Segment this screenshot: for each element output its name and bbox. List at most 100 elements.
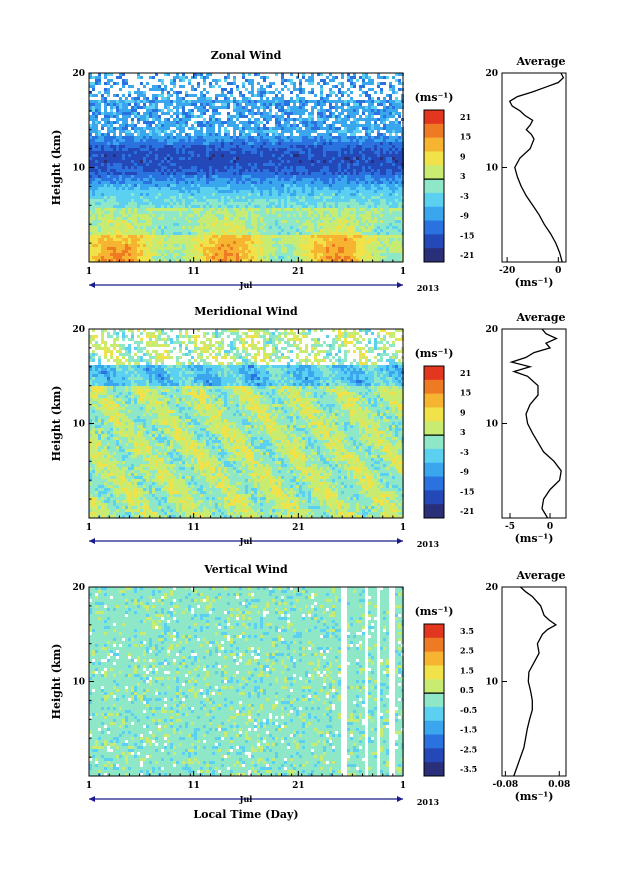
heatmap-cell <box>215 244 218 247</box>
heatmap-cell <box>149 208 152 211</box>
heatmap-cell <box>191 190 194 193</box>
heatmap-cell <box>188 244 191 247</box>
heatmap-cell <box>173 85 176 88</box>
heatmap-cell <box>314 253 317 256</box>
heatmap-cell <box>320 154 323 157</box>
heatmap-cell <box>155 100 158 103</box>
heatmap-cell <box>290 175 293 178</box>
heatmap-cell <box>89 190 92 193</box>
heatmap-cell <box>170 145 173 148</box>
heatmap-cell <box>293 202 296 205</box>
heatmap-cell <box>356 247 359 250</box>
heatmap-cell <box>308 133 311 136</box>
heatmap-cell <box>248 133 251 136</box>
heatmap-cell <box>272 100 275 103</box>
heatmap-cell <box>257 172 260 175</box>
heatmap-cell <box>137 202 140 205</box>
heatmap-cell <box>263 211 266 214</box>
heatmap-cell <box>113 136 116 139</box>
heatmap-cell <box>305 199 308 202</box>
heatmap-cell <box>263 91 266 94</box>
heatmap-cell <box>272 199 275 202</box>
heatmap-cell <box>122 100 125 103</box>
heatmap-cell <box>152 148 155 151</box>
heatmap-cell <box>260 169 263 172</box>
heatmap-cell <box>344 166 347 169</box>
heatmap-cell <box>263 241 266 244</box>
heatmap-cell <box>119 151 122 154</box>
heatmap-cell <box>299 121 302 124</box>
heatmap-cell <box>164 211 167 214</box>
heatmap-cell <box>263 217 266 220</box>
heatmap-cell <box>314 151 317 154</box>
heatmap-cell <box>164 130 167 133</box>
heatmap-cell <box>101 94 104 97</box>
heatmap-cell <box>110 85 113 88</box>
heatmap-cell <box>251 184 254 187</box>
heatmap-cell <box>92 190 95 193</box>
heatmap-cell <box>191 148 194 151</box>
heatmap-cell <box>269 229 272 232</box>
heatmap-cell <box>224 247 227 250</box>
heatmap-cell <box>305 241 308 244</box>
heatmap-cell <box>134 157 137 160</box>
heatmap-cell <box>197 133 200 136</box>
heatmap-cell <box>233 115 236 118</box>
heatmap-cell <box>167 166 170 169</box>
heatmap-cell <box>320 142 323 145</box>
heatmap-cell <box>188 241 191 244</box>
heatmap-cell <box>233 160 236 163</box>
heatmap-cell <box>293 100 296 103</box>
heatmap-cell <box>302 202 305 205</box>
heatmap-cell <box>275 202 278 205</box>
heatmap-cell <box>179 136 182 139</box>
heatmap-cell <box>287 232 290 235</box>
heatmap-cell <box>263 133 266 136</box>
heatmap-cell <box>128 130 131 133</box>
heatmap-cell <box>308 142 311 145</box>
heatmap-cell <box>173 130 176 133</box>
heatmap-cell <box>158 178 161 181</box>
heatmap-cell <box>332 160 335 163</box>
heatmap-cell <box>212 127 215 130</box>
heatmap-cell <box>236 115 239 118</box>
heatmap-cell <box>305 196 308 199</box>
heatmap-cell <box>299 256 302 259</box>
heatmap-cell <box>152 145 155 148</box>
heatmap-cell <box>215 205 218 208</box>
heatmap-cell <box>251 103 254 106</box>
heatmap-cell <box>281 229 284 232</box>
heatmap-cell <box>209 172 212 175</box>
heatmap-cell <box>296 163 299 166</box>
heatmap-cell <box>107 250 110 253</box>
heatmap-cell <box>251 79 254 82</box>
heatmap-cell <box>305 163 308 166</box>
heatmap-cell <box>320 94 323 97</box>
heatmap-cell <box>284 127 287 130</box>
heatmap-cell <box>212 241 215 244</box>
heatmap-cell <box>116 235 119 238</box>
heatmap-cell <box>260 229 263 232</box>
heatmap-cell <box>104 124 107 127</box>
heatmap-cell <box>227 133 230 136</box>
heatmap-cell <box>353 256 356 259</box>
heatmap-cell <box>113 106 116 109</box>
heatmap-cell <box>260 76 263 79</box>
heatmap-cell <box>143 187 146 190</box>
heatmap-cell <box>293 109 296 112</box>
heatmap-cell <box>122 181 125 184</box>
heatmap-cell <box>92 76 95 79</box>
heatmap-cell <box>290 211 293 214</box>
heatmap-cell <box>284 226 287 229</box>
heatmap-cell <box>89 127 92 130</box>
heatmap-cell <box>116 217 119 220</box>
heatmap-cell <box>185 250 188 253</box>
heatmap-cell <box>278 232 281 235</box>
heatmap-cell <box>119 178 122 181</box>
heatmap-cell <box>197 211 200 214</box>
heatmap-cell <box>200 97 203 100</box>
heatmap-cell <box>221 163 224 166</box>
heatmap-cell <box>305 169 308 172</box>
heatmap-cell <box>92 157 95 160</box>
heatmap-cell <box>209 241 212 244</box>
